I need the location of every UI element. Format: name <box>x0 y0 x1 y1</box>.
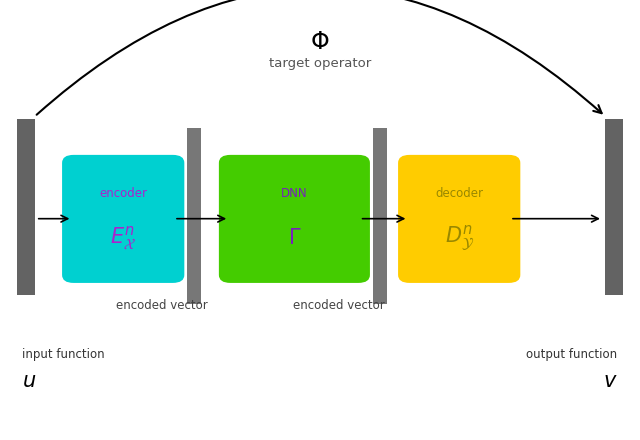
Text: $\Gamma$: $\Gamma$ <box>287 228 301 248</box>
Text: encoded vector: encoded vector <box>116 299 208 312</box>
Text: encoder: encoder <box>99 187 147 200</box>
FancyBboxPatch shape <box>62 155 184 283</box>
Text: $\Phi$: $\Phi$ <box>310 30 330 54</box>
Text: decoder: decoder <box>435 187 483 200</box>
FancyBboxPatch shape <box>17 119 35 295</box>
Text: $u$: $u$ <box>22 370 36 391</box>
Text: DNN: DNN <box>281 187 308 200</box>
Text: encoded vector: encoded vector <box>293 299 385 312</box>
FancyBboxPatch shape <box>398 155 520 283</box>
FancyBboxPatch shape <box>373 128 387 304</box>
Text: $D_{\mathcal{Y}}^{n}$: $D_{\mathcal{Y}}^{n}$ <box>445 223 474 253</box>
Text: $E_{\mathcal{X}}^{n}$: $E_{\mathcal{X}}^{n}$ <box>110 224 136 252</box>
FancyBboxPatch shape <box>187 128 201 304</box>
FancyBboxPatch shape <box>605 119 623 295</box>
Text: output function: output function <box>527 348 618 361</box>
Text: $v$: $v$ <box>603 370 618 391</box>
Text: target operator: target operator <box>269 57 371 70</box>
FancyBboxPatch shape <box>219 155 370 283</box>
Text: input function: input function <box>22 348 105 361</box>
